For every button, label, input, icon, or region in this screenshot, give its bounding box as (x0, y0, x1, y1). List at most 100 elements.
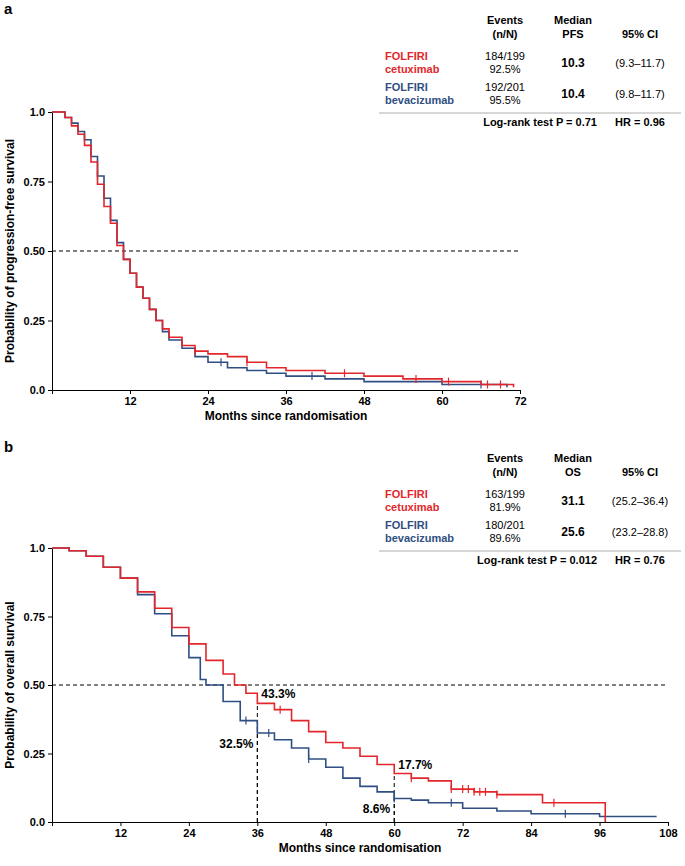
censor-mark (479, 788, 480, 796)
tick: 84 (525, 822, 538, 839)
tick: 1.0 (30, 106, 52, 118)
tick-mark (208, 390, 209, 394)
tick-mark (48, 251, 52, 252)
legend-entry-line: cetuximab (385, 501, 440, 513)
censor-mark (451, 785, 452, 793)
tick: 0.0 (30, 384, 52, 396)
legend-entry: FOLFIRIcetuximab (385, 488, 440, 513)
table-rule (379, 113, 681, 114)
legend-entry-line: FOLFIRI (385, 519, 428, 531)
tick: 72 (457, 822, 469, 839)
tick: 36 (252, 822, 264, 839)
table-cell: 81.9% (489, 501, 520, 513)
tick-label: 12 (115, 827, 127, 839)
table-cell: (9.8–11.7) (615, 88, 664, 100)
legend-entry: FOLFIRIbevacizumab (385, 81, 454, 106)
tick: 0.50 (24, 679, 52, 691)
tick: 0.75 (24, 611, 52, 623)
annotation-label: 32.5% (219, 737, 253, 751)
table-header: Events (487, 14, 523, 26)
tick-label: 12 (124, 395, 136, 407)
survival-curve (52, 548, 657, 817)
plot-area (52, 548, 668, 822)
tick-mark (463, 822, 464, 826)
survival-curve (52, 548, 605, 822)
censor-mark (553, 799, 554, 807)
tick-label: 72 (457, 827, 469, 839)
table-cell: 10.4 (561, 87, 585, 101)
tick: 0.50 (24, 245, 52, 257)
tick: 12 (124, 390, 136, 407)
tick-mark (48, 548, 52, 549)
censor-mark (194, 347, 195, 355)
censor-mark (246, 358, 247, 366)
reference-line (52, 250, 520, 251)
table-header: Events (487, 452, 523, 464)
tick-mark (130, 390, 131, 394)
table-cell: (25.2–36.4) (612, 495, 668, 507)
axis-line (53, 823, 669, 827)
tick-mark (48, 685, 52, 686)
annotation-line (394, 774, 395, 822)
tick-mark (48, 617, 52, 618)
x-axis: 122436486072 (53, 390, 527, 407)
table-header: 95% CI (622, 28, 658, 40)
tick-label: 0.50 (24, 245, 45, 257)
hazard-ratio-label: HR = 0.76 (615, 554, 665, 566)
censor-mark (500, 380, 501, 388)
censor-mark (496, 791, 497, 799)
tick-mark (120, 822, 121, 826)
tick-mark (668, 822, 669, 826)
tick-mark (531, 822, 532, 826)
annotation-line (257, 733, 258, 822)
table-header: Median (554, 452, 592, 464)
survival-curve (52, 112, 514, 387)
tick-label: 48 (320, 827, 332, 839)
tick: 0.0 (30, 816, 52, 828)
table-cell: 10.3 (561, 56, 585, 70)
panel-label: b (4, 438, 13, 455)
panel-label: a (4, 0, 13, 17)
panel: a1224364860720.00.250.500.751.0Months si… (3, 0, 681, 423)
censor-mark (268, 729, 269, 737)
figure: a1224364860720.00.250.500.751.0Months si… (0, 0, 685, 866)
y-axis: 0.00.250.500.751.0 (24, 542, 53, 828)
table-cell: 180/201 (485, 519, 525, 531)
tick-label: 60 (389, 827, 401, 839)
tick: 60 (389, 822, 401, 839)
y-axis: 0.00.250.500.751.0 (24, 106, 53, 396)
tick-label: 72 (514, 395, 526, 407)
tick-mark (189, 822, 190, 826)
table-rule (379, 551, 681, 552)
tick: 108 (659, 822, 677, 839)
x-axis: 1224364860728496108 (53, 822, 678, 839)
tick-label: 1.0 (30, 542, 45, 554)
table-cell: 31.1 (561, 494, 585, 508)
table-header: Median (554, 14, 592, 26)
tick-mark (364, 390, 365, 394)
legend-entry-line: bevacizumab (385, 532, 454, 544)
legend-entry-line: FOLFIRI (385, 50, 428, 62)
legend-entry: FOLFIRIbevacizumab (385, 519, 454, 544)
tick-label: 0.0 (30, 384, 45, 396)
y-axis-title: Probability of progression-free survival (3, 139, 17, 363)
tick-label: 0.0 (30, 816, 45, 828)
y-axis-title: Probability of overall survival (3, 601, 17, 768)
censor-mark (565, 810, 566, 818)
legend-entry-line: bevacizumab (385, 94, 454, 106)
censor-mark (462, 785, 463, 793)
tick-label: 1.0 (30, 106, 45, 118)
censor-mark (411, 774, 412, 782)
tick-label: 108 (659, 827, 677, 839)
log-rank-label: Log-rank test P = 0.012 (477, 554, 597, 566)
table-header: OS (565, 466, 581, 478)
censor-mark (220, 358, 221, 366)
reference-line (52, 684, 668, 685)
tick: 60 (436, 390, 448, 407)
censor-mark (394, 794, 395, 802)
censor-mark (487, 380, 488, 388)
hazard-ratio-label: HR = 0.96 (615, 116, 665, 128)
tick: 0.25 (24, 315, 52, 327)
legend-entry-line: cetuximab (385, 63, 440, 75)
tick-mark (48, 321, 52, 322)
